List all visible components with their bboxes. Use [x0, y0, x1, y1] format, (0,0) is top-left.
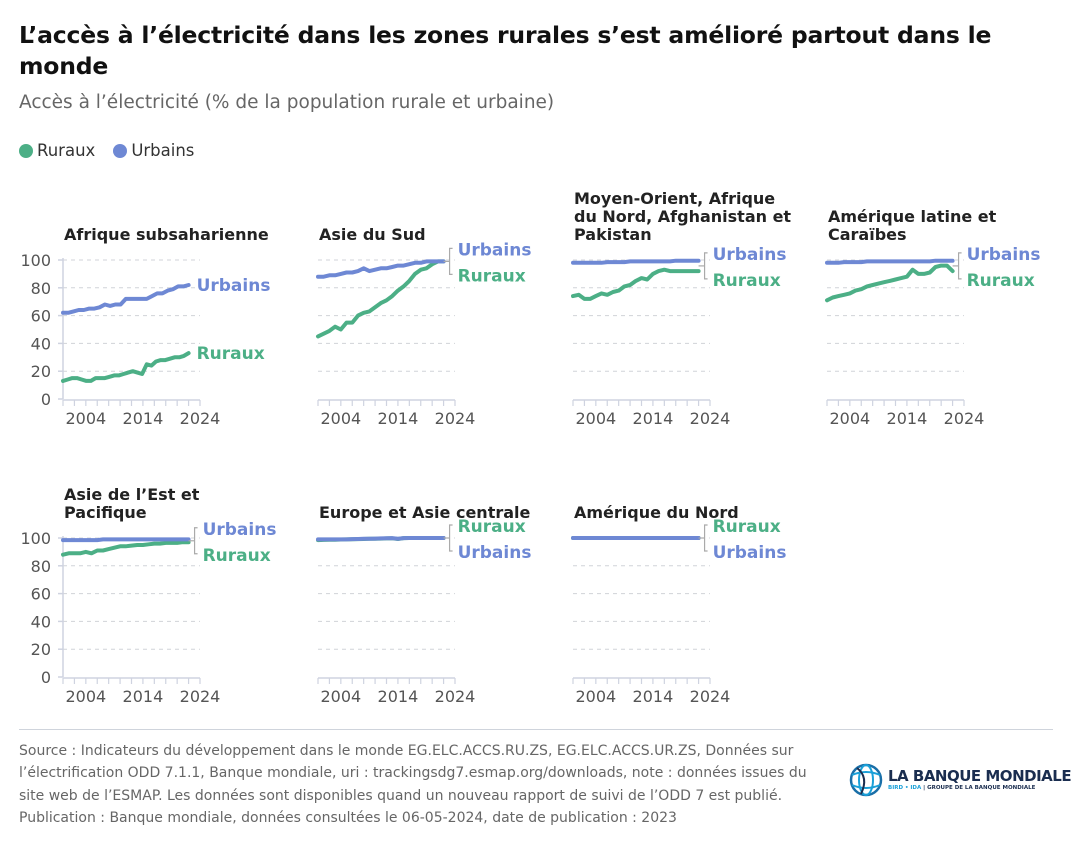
panel-7-x-tick-label: 2024	[690, 687, 731, 706]
panel-7-label-ruraux: Ruraux	[713, 517, 781, 537]
legend-item-ruraux[interactable]: Ruraux	[19, 141, 95, 160]
panel-1-label-urbains: Urbains	[197, 276, 271, 296]
panel-1-y-tick-label: 100	[20, 251, 51, 270]
panel-2-label-urbains: Urbains	[458, 240, 532, 260]
panel-3-title: du Nord, Afghanistan et	[574, 207, 791, 226]
panel-5-x-tick-label: 2024	[180, 687, 221, 706]
legend-dot-ruraux	[19, 143, 33, 158]
panel-4-title: Amérique latine et	[828, 207, 997, 226]
logo-bird-ida: BIRD • IDA	[888, 785, 922, 791]
panel-1-line-ruraux	[61, 351, 191, 383]
panel-4-title: Caraïbes	[828, 225, 907, 244]
panel-4-x-tick-label: 2004	[829, 409, 870, 428]
chart-subtitle: Accès à l’électricité (% de la populatio…	[19, 92, 555, 113]
panel-6-line-urbains	[316, 536, 446, 542]
panel-2-line-ruraux	[316, 259, 446, 339]
logo-group: | GROUPE DE LA BANQUE MONDIALE	[921, 785, 1036, 791]
panel-4-line-urbains	[825, 258, 955, 265]
legend-label-urbains: Urbains	[131, 141, 195, 160]
panel-4-label-bracket	[957, 252, 962, 280]
panel-1-y-tick-label: 40	[31, 334, 51, 353]
panel-4-line-ruraux	[825, 263, 955, 303]
panel-7-x-tick-label: 2004	[575, 687, 616, 706]
panel-5-x-tick-label: 2004	[65, 687, 106, 706]
panel-2-label-bracket	[448, 247, 453, 275]
legend-dot-urbains	[113, 143, 128, 158]
chart-title: L’accès à l’électricité dans les zones r…	[19, 21, 992, 80]
panel-5-y-tick-label: 40	[31, 612, 51, 631]
panel-6-label-urbains: Urbains	[458, 543, 532, 563]
panel-6-title: Europe et Asie centrale	[319, 503, 531, 522]
globe-icon	[849, 763, 883, 797]
panel-3-title: Moyen-Orient, Afrique	[574, 189, 775, 208]
panel-6-x-tick-label: 2004	[320, 687, 361, 706]
panel-2-line-urbains	[316, 259, 446, 279]
panel-1-x-tick-label: 2014	[123, 409, 164, 428]
panel-5-label-urbains: Urbains	[203, 520, 277, 540]
panel-7-label-urbains: Urbains	[713, 543, 787, 563]
panel-5-y-tick-label: 20	[31, 640, 51, 659]
panel-5-title: Asie de l’Est et	[64, 485, 200, 504]
panel-1-title: Afrique subsaharienne	[64, 225, 269, 244]
panel-4-x-tick-label: 2024	[944, 409, 985, 428]
panel-5-label-bracket	[193, 527, 198, 555]
panel-2-title: Asie du Sud	[319, 225, 426, 244]
panel-5-y-tick-label: 100	[20, 529, 51, 548]
panel-5-y-tick-label: 80	[31, 557, 51, 576]
panel-2-x-tick-label: 2024	[435, 409, 476, 428]
logo-title: LA BANQUE MONDIALE	[888, 767, 1072, 785]
panel-7-title: Amérique du Nord	[574, 503, 739, 522]
panel-2-x-tick-label: 2004	[320, 409, 361, 428]
panel-5-x-tick-label: 2014	[123, 687, 164, 706]
panel-1-y-tick-label: 60	[31, 307, 51, 326]
panel-3-line-ruraux	[571, 267, 701, 301]
legend: Ruraux Urbains	[19, 141, 194, 160]
panel-2-label-ruraux: Ruraux	[458, 266, 526, 286]
panel-1-y-tick-label: 20	[31, 362, 51, 381]
legend-label-ruraux: Ruraux	[37, 141, 96, 160]
panel-5-y-tick-label: 0	[41, 668, 51, 687]
panel-4-label-urbains: Urbains	[967, 245, 1041, 265]
panel-4-label-ruraux: Ruraux	[967, 271, 1035, 291]
source-note: Source : Indicateurs du développement da…	[19, 743, 807, 826]
panel-3-line-urbains	[571, 258, 701, 265]
panel-1-x-tick-label: 2004	[65, 409, 106, 428]
panel-3-label-urbains: Urbains	[713, 245, 787, 265]
panel-5-y-tick-label: 60	[31, 585, 51, 604]
panel-3-x-tick-label: 2024	[690, 409, 731, 428]
footer-divider	[19, 729, 1053, 730]
panel-6-x-tick-label: 2024	[435, 687, 476, 706]
panel-1-label-ruraux: Ruraux	[197, 344, 265, 364]
panel-3-title: Pakistan	[574, 225, 652, 244]
panel-1-y-tick-label: 0	[41, 390, 51, 409]
panel-6-x-tick-label: 2014	[378, 687, 419, 706]
legend-item-urbains[interactable]: Urbains	[113, 141, 194, 160]
panel-1-y-tick-label: 80	[31, 279, 51, 298]
panel-6-label-bracket	[448, 524, 453, 552]
panel-2-x-tick-label: 2014	[378, 409, 419, 428]
panel-3-label-ruraux: Ruraux	[713, 271, 781, 291]
panel-3-x-tick-label: 2014	[633, 409, 674, 428]
panel-7-x-tick-label: 2014	[633, 687, 674, 706]
logo-subtitle: BIRD • IDA | GROUPE DE LA BANQUE MONDIAL…	[888, 784, 1071, 792]
world-bank-logo[interactable]: LA BANQUE MONDIALE BIRD • IDA | GROUPE D…	[849, 763, 1072, 797]
panel-5-line-urbains	[61, 537, 191, 543]
panel-7-label-bracket	[703, 524, 708, 552]
panel-1-x-tick-label: 2024	[180, 409, 221, 428]
panel-6-label-ruraux: Ruraux	[458, 517, 526, 537]
panel-5-line-ruraux	[61, 540, 191, 557]
panel-4-x-tick-label: 2014	[887, 409, 928, 428]
panel-5-title: Pacifique	[64, 503, 147, 522]
panel-3-x-tick-label: 2004	[575, 409, 616, 428]
panel-5-label-ruraux: Ruraux	[203, 546, 271, 566]
panel-1-line-urbains	[61, 283, 191, 315]
panel-3-label-bracket	[703, 252, 708, 280]
